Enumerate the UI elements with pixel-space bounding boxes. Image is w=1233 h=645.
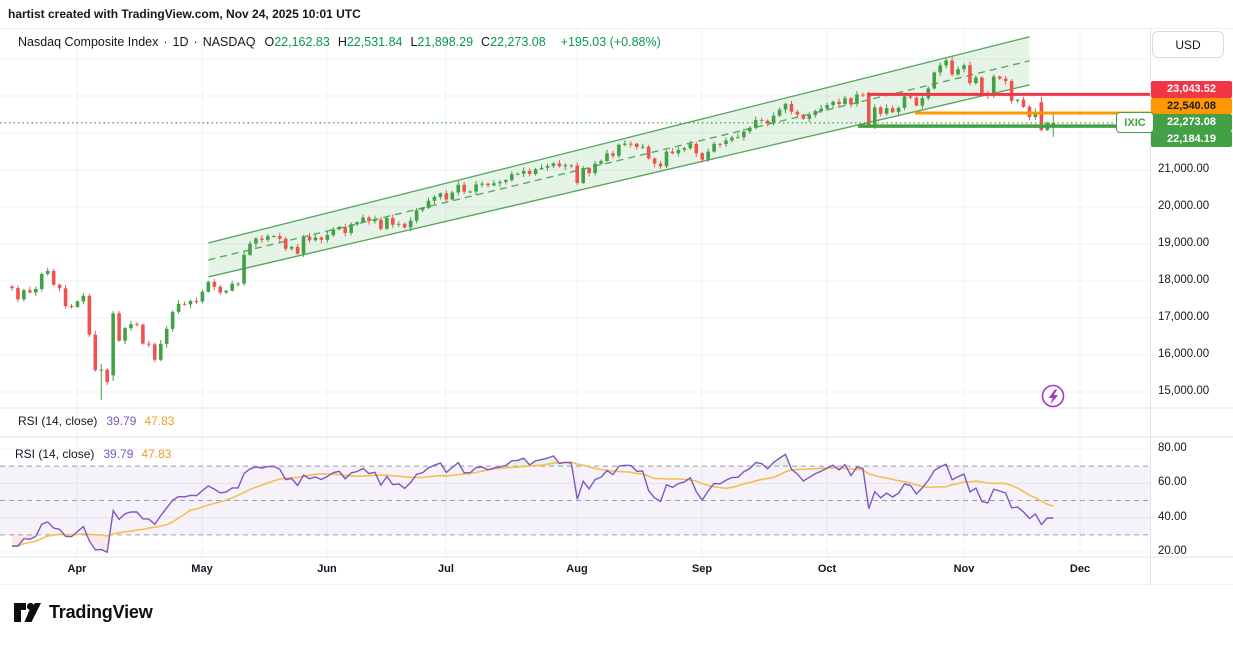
candlestick-series	[10, 56, 1056, 400]
rsi-axis-label: 80.00	[1158, 442, 1187, 454]
price-axis-label: 18,000.00	[1158, 274, 1210, 286]
rsi-value: 39.79	[106, 414, 137, 428]
price-axis-label: 19,000.00	[1158, 237, 1210, 249]
rsi-pane	[0, 453, 1150, 554]
attribution-header: hartist created with TradingView.com, No…	[8, 7, 361, 21]
price-line-label: 23,043.52	[1151, 81, 1232, 98]
rsi-value: 39.79	[103, 447, 134, 461]
time-axis-label: Nov	[953, 563, 975, 575]
rsi-axis-label: 40.00	[1158, 510, 1187, 523]
price-line-label: 22,540.08	[1151, 97, 1232, 114]
time-axis-label: Oct	[817, 563, 837, 575]
time-axis-label: Jul	[438, 563, 454, 575]
change-value: +195.03 (+0.88%)	[560, 35, 661, 49]
tradingview-logo-icon	[14, 602, 41, 622]
symbol-price-flag: IXIC	[1116, 112, 1154, 133]
interval-label[interactable]: 1D	[172, 35, 189, 49]
price-line-label: 22,273.08	[1151, 114, 1232, 131]
attribution-text: hartist created with TradingView.com, No…	[8, 7, 361, 21]
rsi-legend-collapsed[interactable]: RSI (14, close) 39.79 47.83	[18, 414, 174, 428]
ohlc-item: H22,531.84	[337, 35, 403, 49]
time-axis-label: Apr	[67, 563, 87, 575]
symbol-title[interactable]: Nasdaq Composite Index	[18, 35, 159, 49]
price-axis-label: 17,000.00	[1158, 311, 1210, 323]
legend-separator: ·	[193, 35, 198, 49]
symbol-legend[interactable]: Nasdaq Composite Index · 1D · NASDAQ O22,162.…	[18, 35, 661, 49]
chart-canvas[interactable]	[0, 28, 1233, 585]
time-axis-label: Dec	[1069, 563, 1091, 575]
currency-label: USD	[1175, 37, 1201, 52]
tradingview-logo[interactable]: TradingView	[13, 600, 153, 624]
ohlc-values: O22,162.83 H22,531.84 L21,898.29 C22,273.08	[264, 35, 553, 49]
price-axis-label: 15,000.00	[1158, 385, 1210, 397]
price-axis-label: 16,000.00	[1158, 348, 1210, 360]
time-axis-label: May	[191, 563, 213, 575]
ohlc-item: L21,898.29	[410, 35, 474, 49]
rsi-axis-label: 20.00	[1158, 545, 1187, 557]
ohlc-item: O22,162.83	[264, 35, 330, 49]
time-axis-label: Sep	[691, 563, 713, 575]
rsi-ma-value: 47.83	[144, 414, 175, 428]
symbol-flag-label: IXIC	[1124, 116, 1146, 129]
currency-button[interactable]: USD	[1152, 31, 1224, 58]
rsi-title[interactable]: RSI (14, close)	[15, 447, 95, 461]
tradingview-logo-text: TradingView	[49, 601, 153, 622]
rsi-ma-value: 47.83	[141, 447, 172, 461]
price-axis-label: 21,000.00	[1158, 163, 1210, 175]
horizontal-price-lines	[0, 92, 1150, 128]
time-axis-label: Jun	[317, 563, 337, 575]
rsi-title[interactable]: RSI (14, close)	[18, 414, 98, 428]
exchange-label[interactable]: NASDAQ	[202, 35, 256, 49]
ohlc-item: C22,273.08	[481, 35, 546, 49]
gridlines	[0, 28, 1150, 557]
legend-separator: ·	[163, 35, 168, 49]
rsi-axis-label: 60.00	[1158, 476, 1187, 489]
price-line-label: 22,184.19	[1151, 130, 1232, 147]
rsi-legend[interactable]: RSI (14, close) 39.79 47.83	[15, 447, 171, 461]
flash-events-button[interactable]	[1041, 384, 1065, 408]
time-axis-label: Aug	[566, 563, 588, 575]
price-axis-label: 20,000.00	[1158, 200, 1210, 212]
